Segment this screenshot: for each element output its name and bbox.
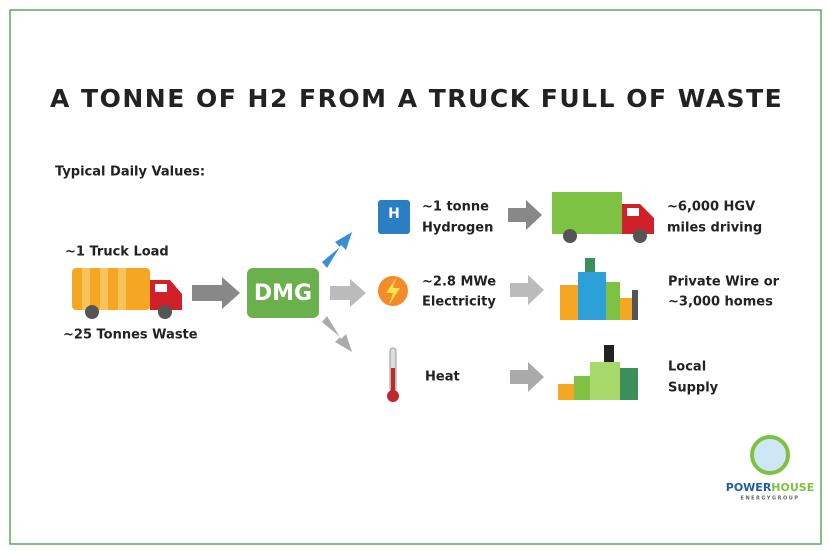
use: ~3,000 homes — [668, 295, 773, 310]
product: Electricity — [422, 295, 496, 310]
logo-name: POWERHOUSE — [726, 481, 814, 494]
arrow — [508, 200, 542, 230]
title: A TONNE OF H2 FROM A TRUCK FULL OF WASTE — [50, 84, 783, 113]
hgv-truck — [552, 192, 654, 243]
thermometer — [387, 347, 399, 402]
hydrogen-icon — [378, 200, 410, 234]
subtitle: Typical Daily Values: — [55, 165, 205, 180]
logo-name-a: POWER — [726, 481, 772, 494]
bolt — [386, 278, 400, 305]
logo-tagline: ENERGYGROUP — [741, 496, 800, 502]
process: DMG — [254, 281, 312, 306]
icon-label: H — [388, 206, 400, 222]
dmg-box — [247, 268, 319, 318]
logo-name-b: HOUSE — [771, 481, 814, 494]
arrow — [192, 277, 240, 309]
local-icon — [558, 345, 638, 400]
use: Private Wire or — [668, 275, 780, 290]
arrow-down — [322, 316, 352, 352]
product: ~2.8 MWe — [422, 275, 496, 290]
product: Heat — [425, 370, 460, 385]
waste-truck — [72, 268, 182, 319]
arrow-right — [330, 279, 366, 307]
logo-mark — [750, 435, 790, 475]
product: Hydrogen — [422, 221, 493, 236]
input-bottom: ~25 Tonnes Waste — [63, 328, 198, 343]
arrow-up — [322, 232, 352, 268]
use: ~6,000 HGV — [667, 200, 755, 215]
product: ~1 tonne — [422, 200, 489, 215]
use: Local — [668, 360, 706, 375]
input-top: ~1 Truck Load — [65, 245, 169, 260]
city-icon — [560, 258, 638, 320]
use: miles driving — [667, 221, 762, 236]
arrow — [510, 362, 544, 392]
use: Supply — [668, 381, 719, 396]
arrow — [510, 275, 544, 305]
